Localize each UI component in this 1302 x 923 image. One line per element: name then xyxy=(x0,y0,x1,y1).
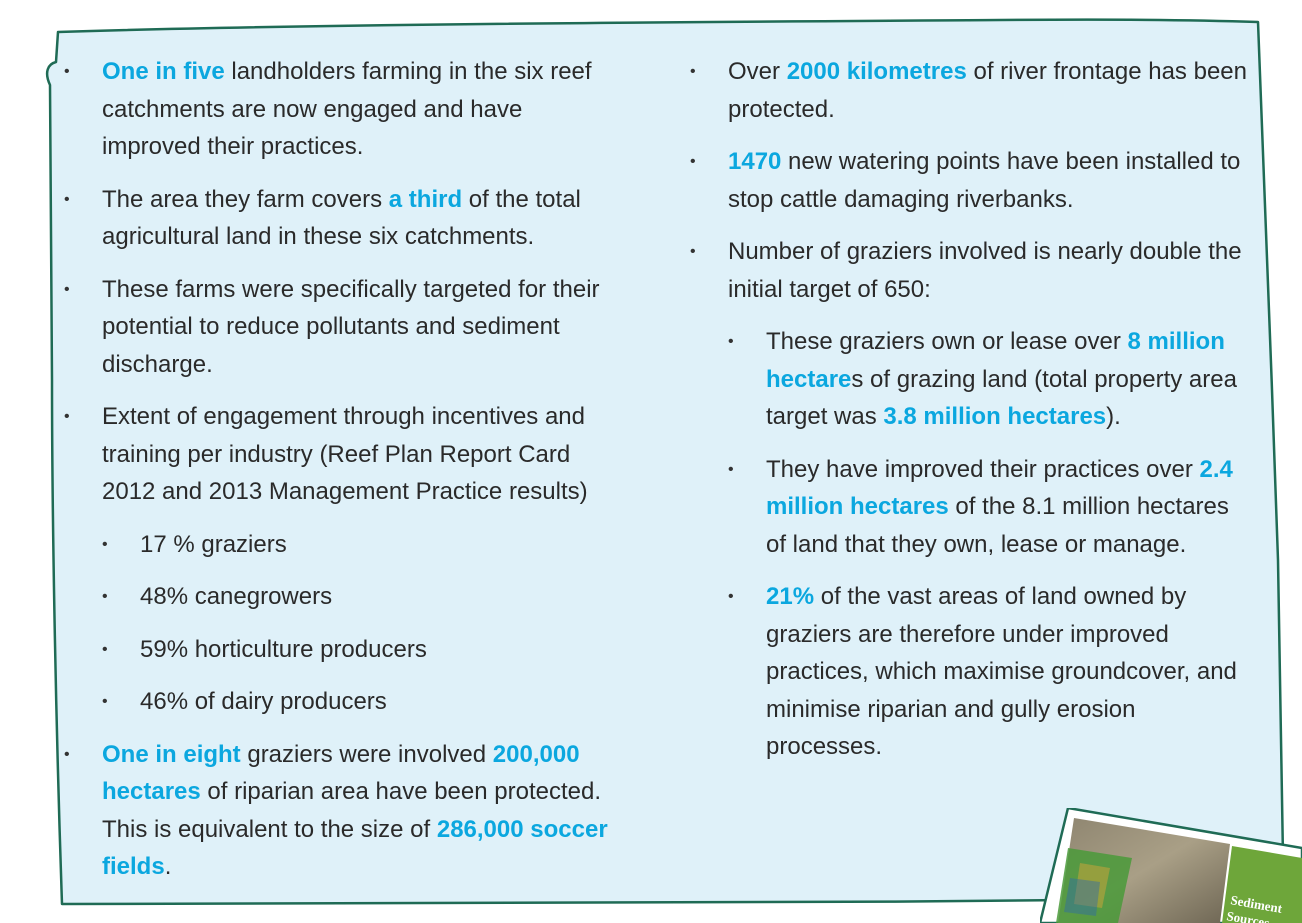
item-text: These farms were specifically targeted f… xyxy=(102,275,600,378)
item-text: The area they farm covers xyxy=(102,185,389,213)
bullet-icon: • xyxy=(690,63,696,80)
list-item: • 1470 new watering points have been ins… xyxy=(688,143,1248,218)
bullet-icon: • xyxy=(690,243,696,260)
item-text: . xyxy=(164,853,172,880)
bullet-icon: • xyxy=(728,333,734,350)
highlight-text: One in five xyxy=(102,58,225,85)
highlight-text: 286,000 soccer fields xyxy=(102,815,608,881)
item-text: 17 % graziers xyxy=(140,530,287,558)
item-text: These graziers own or lease over xyxy=(766,328,1128,355)
item-text: They have improved their practices over xyxy=(766,455,1200,483)
sub-list-item: • 46% of dairy producers xyxy=(62,683,622,721)
highlight-text: One in eight xyxy=(102,740,241,768)
list-item: • Over 2000 kilometres of river frontage… xyxy=(688,53,1248,128)
sub-list-item: • 48% canegrowers xyxy=(62,578,622,616)
item-text: graziers were involved xyxy=(240,740,493,768)
sub-list-item: • These graziers own or lease over 8 mil… xyxy=(688,323,1248,436)
item-text: Number of graziers involved is nearly do… xyxy=(728,238,1242,303)
bullet-icon: • xyxy=(102,535,108,553)
item-text: 46% of dairy producers xyxy=(140,688,387,715)
bullet-icon: • xyxy=(64,745,70,763)
bullet-icon: • xyxy=(690,153,696,170)
bullet-icon: • xyxy=(64,280,70,298)
item-text: new watering points have been installed … xyxy=(728,148,1241,213)
right-column: • Over 2000 kilometres of river frontage… xyxy=(688,53,1248,781)
highlight-text: a third xyxy=(388,185,463,213)
bullet-icon: • xyxy=(102,693,108,710)
bullet-icon: • xyxy=(102,588,108,605)
highlight-text: 8 million hectare xyxy=(766,328,1225,393)
list-item: • One in five landholders farming in the… xyxy=(62,53,622,166)
item-text: of the 8.1 million hectares of land that… xyxy=(766,493,1229,558)
item-text: Over xyxy=(728,58,787,85)
bullet-icon: • xyxy=(64,190,70,208)
highlight-text: 3.8 million hectares xyxy=(883,403,1107,430)
highlight-text: 2000 kilometres xyxy=(786,58,967,85)
list-item: • Number of graziers involved is nearly … xyxy=(688,233,1248,308)
sub-list-item: • 59% horticulture producers xyxy=(62,631,622,669)
bullet-icon: • xyxy=(64,408,70,425)
highlight-text: 2.4 million hectares xyxy=(766,455,1233,521)
list-item: • Extent of engagement through incentive… xyxy=(62,398,622,511)
item-text: of river frontage has been protected. xyxy=(728,58,1247,123)
sub-list-item: • 21% of the vast areas of land owned by… xyxy=(688,578,1248,766)
item-text: 48% canegrowers xyxy=(140,583,333,610)
list-item: • One in eight graziers were involved 20… xyxy=(62,736,622,886)
cover-green-panel xyxy=(1222,846,1302,923)
item-text: Extent of engagement through incentives … xyxy=(102,403,588,505)
item-text: landholders farming in the six reef catc… xyxy=(102,58,592,160)
item-text: s of grazing land (total property area t… xyxy=(766,365,1237,431)
bullet-icon: • xyxy=(728,588,734,605)
bullet-icon: • xyxy=(102,640,108,658)
item-text: ). xyxy=(1106,403,1121,430)
bullet-icon: • xyxy=(728,460,734,478)
sub-list-item: • They have improved their practices ove… xyxy=(688,451,1248,564)
highlight-text: 21% xyxy=(766,583,815,610)
bullet-icon: • xyxy=(64,63,70,80)
sub-list-item: • 17 % graziers xyxy=(62,526,622,564)
highlight-text: 1470 xyxy=(728,148,782,175)
left-column: • One in five landholders farming in the… xyxy=(62,53,622,901)
report-cover-photo: Sediment Sources xyxy=(1040,808,1302,923)
item-text: of riparian area have been protected. Th… xyxy=(102,778,601,843)
item-text: of the vast areas of land owned by grazi… xyxy=(766,583,1237,760)
list-item: • The area they farm covers a third of t… xyxy=(62,181,622,256)
list-item: • These farms were specifically targeted… xyxy=(62,271,622,384)
item-text: of the total agricultural land in these … xyxy=(102,185,581,251)
item-text: 59% horticulture producers xyxy=(140,635,427,663)
highlight-text: 200,000 hectares xyxy=(102,740,580,806)
